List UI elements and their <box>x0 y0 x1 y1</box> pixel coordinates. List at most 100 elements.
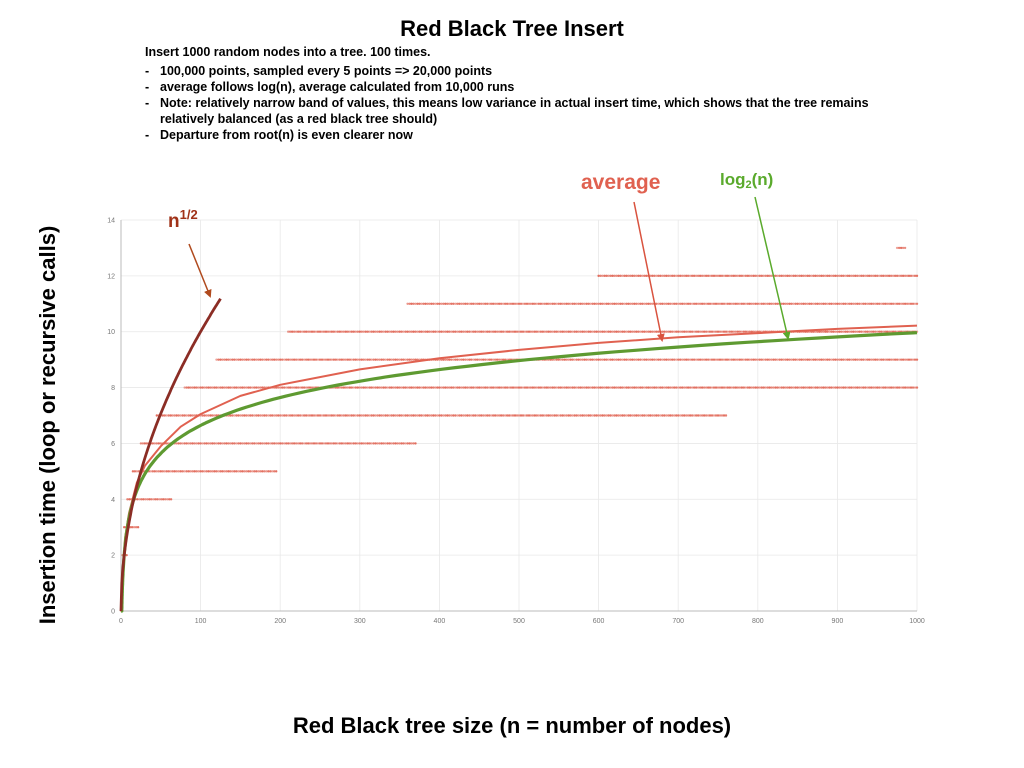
scatter-point <box>428 386 431 389</box>
scatter-point <box>653 330 656 333</box>
scatter-point <box>840 330 843 333</box>
scatter-point <box>702 358 706 361</box>
scatter-point <box>523 386 527 389</box>
scatter-point <box>915 386 919 389</box>
scatter-point <box>135 470 139 473</box>
scatter-point <box>669 386 672 389</box>
scatter-point <box>330 442 334 445</box>
scatter-point <box>816 274 819 278</box>
scatter-point <box>641 302 644 305</box>
y-tick-label: 2 <box>111 553 115 560</box>
scatter-point <box>221 386 224 389</box>
scatter-point <box>675 330 678 333</box>
scatter-point <box>442 302 445 305</box>
scatter-point <box>569 330 572 333</box>
scatter-point <box>237 358 240 361</box>
scatter-point <box>876 302 879 305</box>
scatter-point <box>390 414 393 417</box>
scatter-point <box>603 330 606 333</box>
scatter-point <box>249 358 252 361</box>
scatter-point <box>710 274 714 278</box>
scatter-point <box>446 414 449 417</box>
scatter-point <box>300 386 304 389</box>
scatter-point <box>603 414 606 417</box>
scatter-point <box>714 386 718 389</box>
y-tick-label: 4 <box>111 497 115 504</box>
scatter-point <box>191 386 194 389</box>
scatter-point <box>740 274 744 278</box>
scatter-point <box>553 302 556 305</box>
scatter-point <box>414 358 417 361</box>
scatter-point <box>826 330 829 333</box>
scatter-point <box>814 330 817 333</box>
scatter-point <box>205 386 208 389</box>
scatter-point <box>712 274 716 278</box>
scatter-point <box>726 386 730 389</box>
scatter-point <box>511 386 515 389</box>
scatter-point <box>376 386 379 389</box>
scatter-point <box>696 358 700 361</box>
scatter-point <box>589 302 592 305</box>
scatter-point <box>895 246 899 250</box>
sqrt-arrow <box>188 243 212 298</box>
scatter-point <box>722 414 726 417</box>
scatter-point <box>273 414 276 417</box>
scatter-point <box>818 330 821 333</box>
scatter-point <box>223 386 226 389</box>
scatter-point <box>185 414 188 417</box>
scatter-point <box>706 302 710 305</box>
scatter-point <box>692 358 696 361</box>
scatter-point <box>221 470 224 473</box>
scatter-point <box>575 414 578 417</box>
scatter-point <box>740 358 744 361</box>
scatter-point <box>671 302 674 305</box>
scatter-point <box>822 274 825 278</box>
scatter-point <box>410 330 413 333</box>
scatter-point <box>316 358 320 361</box>
scatter-point <box>880 302 883 305</box>
scatter-point <box>607 358 610 361</box>
scatter-point <box>770 358 773 361</box>
scatter-point <box>251 414 254 417</box>
scatter-point <box>887 302 891 305</box>
scatter-point <box>603 302 606 305</box>
scatter-point <box>846 358 849 361</box>
scatter-point <box>822 358 825 361</box>
scatter-point <box>768 386 771 389</box>
scatter-point <box>665 302 668 305</box>
scatter-point <box>529 414 533 417</box>
scatter-point <box>838 330 841 333</box>
scatter-point <box>352 386 355 389</box>
scatter-point <box>577 358 580 361</box>
scatter-point <box>547 414 550 417</box>
scatter-point <box>615 386 618 389</box>
scatter-point <box>334 330 338 333</box>
scatter-point <box>444 358 447 361</box>
scatter-point <box>802 274 805 278</box>
scatter-point <box>372 414 375 417</box>
scatter-point <box>370 358 373 361</box>
scatter-point <box>219 470 222 473</box>
scatter-point <box>489 386 493 389</box>
scatter-point <box>720 302 724 305</box>
scatter-point <box>239 442 242 445</box>
scatter-point <box>269 414 272 417</box>
scatter-point <box>480 414 483 417</box>
scatter-point <box>774 302 777 305</box>
scatter-point <box>577 414 580 417</box>
scatter-point <box>440 330 443 333</box>
scatter-point <box>752 386 755 389</box>
scatter-point <box>314 442 318 445</box>
scatter-point <box>780 302 783 305</box>
scatter-point <box>390 386 393 389</box>
scatter-point <box>402 414 405 417</box>
y-tick-label: 12 <box>107 273 115 280</box>
scatter-point <box>838 302 841 305</box>
scatter-point <box>681 274 684 278</box>
scatter-point <box>605 386 608 389</box>
scatter-point <box>362 414 365 417</box>
scatter-point <box>376 414 379 417</box>
scatter-point <box>300 330 304 333</box>
scatter-point <box>332 358 336 361</box>
scatter-point <box>551 386 554 389</box>
